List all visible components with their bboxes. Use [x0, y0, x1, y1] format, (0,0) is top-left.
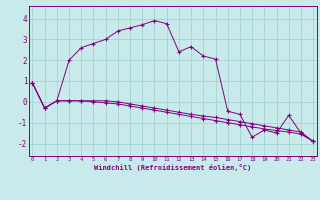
X-axis label: Windchill (Refroidissement éolien,°C): Windchill (Refroidissement éolien,°C)	[94, 164, 252, 171]
